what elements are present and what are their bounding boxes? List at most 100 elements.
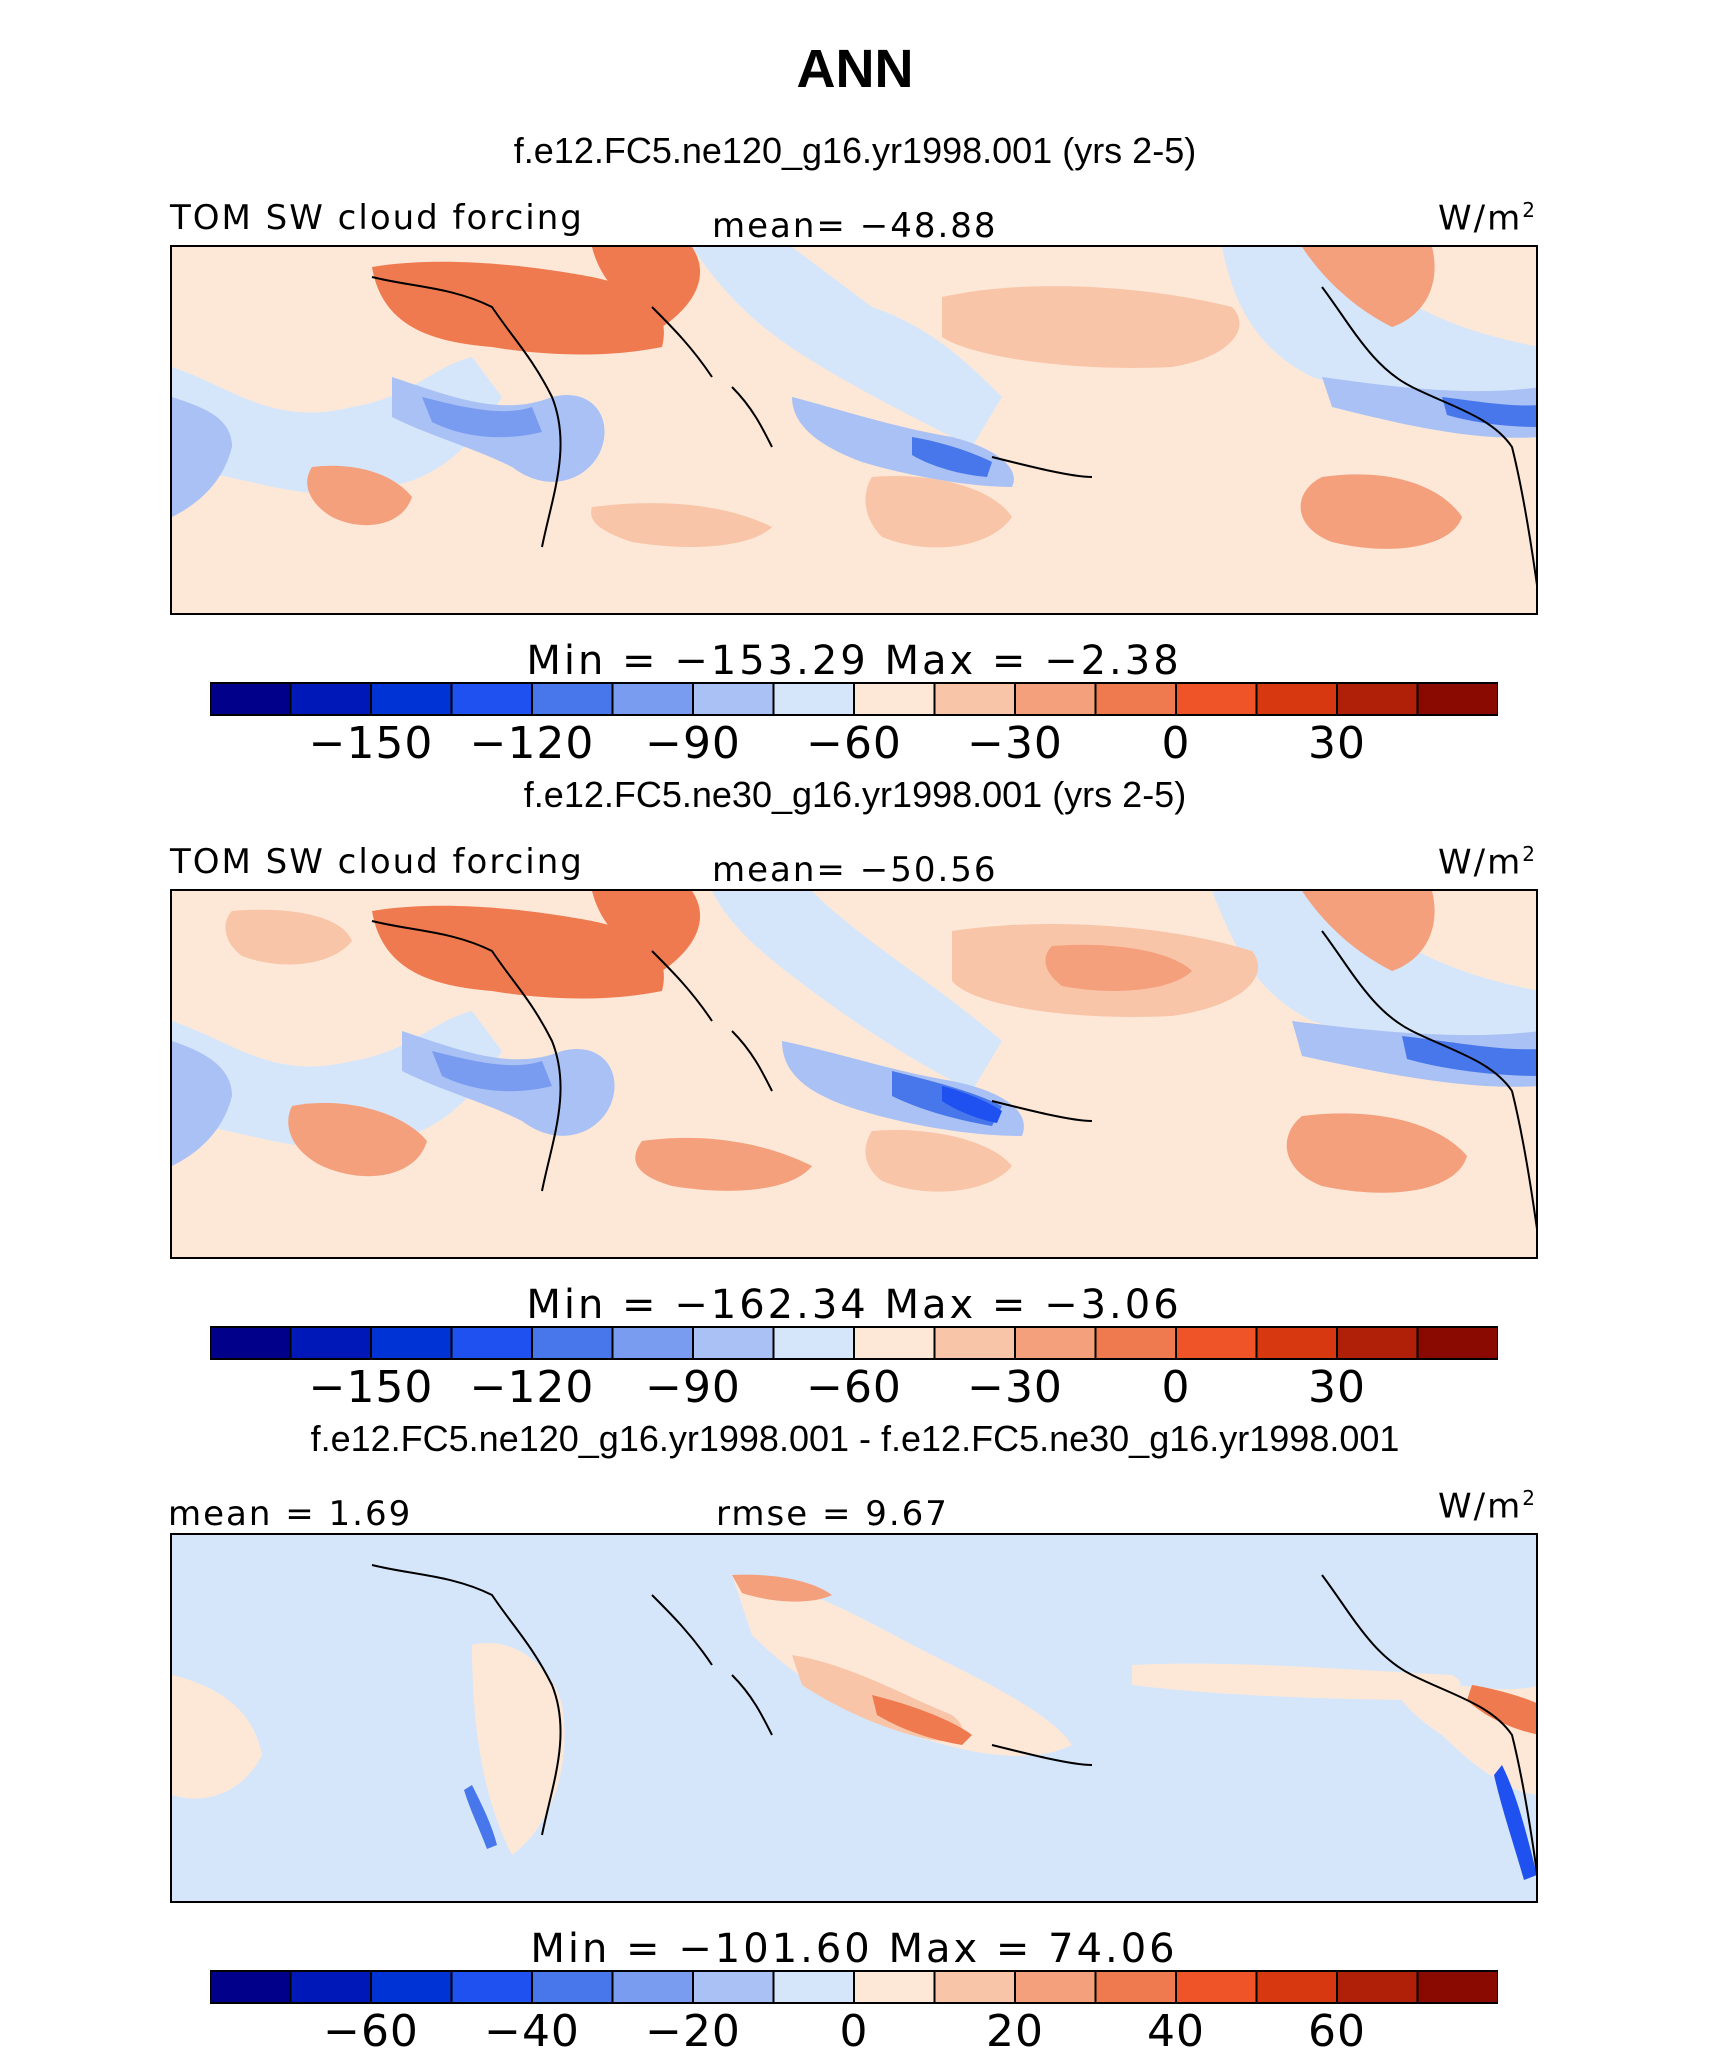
panel2-title: f.e12.FC5.ne30_g16.yr1998.001 (yrs 2-5): [523, 774, 1187, 815]
panel1-title: f.e12.FC5.ne120_g16.yr1998.001 (yrs 2-5): [513, 130, 1197, 171]
colorbar-swatch: [853, 1326, 936, 1360]
colorbar-tick-label: 30: [1308, 718, 1366, 769]
colorbar-swatch: [210, 1970, 292, 2004]
main-title: ANN: [796, 39, 914, 99]
colorbar-swatch: [210, 1326, 292, 1360]
colorbar-swatch: [611, 1326, 694, 1360]
colorbar-tick-label: 60: [1308, 2006, 1366, 2057]
colorbar-tick-label: 0: [839, 2006, 869, 2057]
colorbar-tick-label: 40: [1147, 2006, 1205, 2057]
colorbar-swatch: [1255, 1970, 1338, 2004]
colorbar-swatch: [853, 1970, 936, 2004]
colorbar-swatch: [531, 1970, 614, 2004]
colorbar-swatch: [370, 1326, 453, 1360]
colorbar-swatch: [1014, 1326, 1097, 1360]
colorbar-swatch: [531, 1326, 614, 1360]
colorbar-swatch: [450, 1970, 533, 2004]
colorbar-swatch: [1416, 1326, 1498, 1360]
colorbar-swatch: [450, 1326, 533, 1360]
colorbar-swatch: [289, 1970, 372, 2004]
panel1-map-field: [172, 247, 1536, 613]
panel3-rmse-label: rmse = 9.67: [716, 1494, 949, 1534]
colorbar-swatch: [531, 682, 614, 716]
colorbar-swatch: [1175, 1970, 1258, 2004]
panel1-units-text: W/m: [1438, 198, 1523, 239]
colorbar-swatch: [1175, 1326, 1258, 1360]
colorbar-tick-label: −60: [806, 718, 902, 769]
panel3-units-sup: 2: [1522, 1486, 1537, 1510]
colorbar-swatch: [1255, 682, 1338, 716]
colorbar-tick-label: −120: [469, 718, 595, 769]
panel2-colorbar: [210, 1326, 1498, 1360]
panel3-mean-label: mean = 1.69: [168, 1494, 413, 1534]
colorbar-swatch: [1416, 1970, 1498, 2004]
colorbar-swatch: [772, 1326, 855, 1360]
panel3-colorbar-svg: [210, 1970, 1498, 2004]
panel2-units-sup: 2: [1522, 842, 1537, 866]
panel1-variable-label: TOM SW cloud forcing: [170, 198, 584, 238]
panel2-min-max: Min = −162.34 Max = −3.06: [526, 1282, 1182, 1328]
panel3-units-text: W/m: [1438, 1486, 1523, 1527]
colorbar-swatch: [933, 682, 1016, 716]
colorbar-swatch: [611, 682, 694, 716]
colorbar-tick-label: −150: [308, 1362, 434, 1413]
colorbar-swatch: [210, 682, 292, 716]
panel1-min-max: Min = −153.29 Max = −2.38: [526, 638, 1182, 684]
colorbar-tick-label: −60: [806, 1362, 902, 1413]
colorbar-swatch: [1336, 682, 1419, 716]
panel2-map-field: [172, 891, 1536, 1257]
colorbar-swatch: [289, 682, 372, 716]
panel3-map: [170, 1533, 1538, 1903]
colorbar-swatch: [772, 682, 855, 716]
colorbar-swatch: [1175, 682, 1258, 716]
colorbar-swatch: [370, 1970, 453, 2004]
colorbar-swatch: [933, 1970, 1016, 2004]
colorbar-tick-label: 0: [1161, 718, 1191, 769]
colorbar-swatch: [1014, 1970, 1097, 2004]
colorbar-tick-label: −40: [484, 2006, 580, 2057]
panel1-units-sup: 2: [1522, 198, 1537, 222]
panel3-units: W/m2: [1438, 1486, 1537, 1526]
panel2-map: [170, 889, 1538, 1259]
colorbar-tick-label: −20: [645, 2006, 741, 2057]
colorbar-swatch: [611, 1970, 694, 2004]
panel3-title: f.e12.FC5.ne120_g16.yr1998.001 - f.e12.F…: [310, 1418, 1400, 1459]
colorbar-swatch: [692, 1970, 775, 2004]
colorbar-swatch: [933, 1326, 1016, 1360]
colorbar-tick-label: −150: [308, 718, 434, 769]
colorbar-swatch: [1094, 682, 1177, 716]
colorbar-tick-label: −60: [323, 2006, 419, 2057]
colorbar-swatch: [450, 682, 533, 716]
panel2-units: W/m2: [1438, 842, 1537, 882]
colorbar-swatch: [1094, 1326, 1177, 1360]
colorbar-tick-label: −90: [645, 1362, 741, 1413]
colorbar-swatch: [370, 682, 453, 716]
colorbar-tick-label: −30: [967, 1362, 1063, 1413]
colorbar-swatch: [1255, 1326, 1338, 1360]
colorbar-tick-label: −30: [967, 718, 1063, 769]
panel2-units-text: W/m: [1438, 842, 1523, 883]
colorbar-swatch: [1336, 1326, 1419, 1360]
panel3-min-max: Min = −101.60 Max = 74.06: [530, 1926, 1178, 1972]
panel2-variable-label: TOM SW cloud forcing: [170, 842, 584, 882]
colorbar-tick-label: −90: [645, 718, 741, 769]
panel1-colorbar: [210, 682, 1498, 716]
colorbar-swatch: [772, 1970, 855, 2004]
colorbar-tick-label: 20: [986, 2006, 1044, 2057]
colorbar-swatch: [692, 1326, 775, 1360]
panel1-units: W/m2: [1438, 198, 1537, 238]
panel3-colorbar: [210, 1970, 1498, 2004]
colorbar-swatch: [1094, 1970, 1177, 2004]
colorbar-swatch: [1336, 1970, 1419, 2004]
colorbar-swatch: [289, 1326, 372, 1360]
colorbar-tick-label: −120: [469, 1362, 595, 1413]
colorbar-swatch: [1014, 682, 1097, 716]
panel2-mean-label: mean= −50.56: [712, 850, 998, 890]
panel1-colorbar-svg: [210, 682, 1498, 716]
panel1-mean-label: mean= −48.88: [712, 206, 998, 246]
panel2-colorbar-svg: [210, 1326, 1498, 1360]
colorbar-swatch: [1416, 682, 1498, 716]
colorbar-tick-label: 0: [1161, 1362, 1191, 1413]
colorbar-tick-label: 30: [1308, 1362, 1366, 1413]
colorbar-swatch: [692, 682, 775, 716]
